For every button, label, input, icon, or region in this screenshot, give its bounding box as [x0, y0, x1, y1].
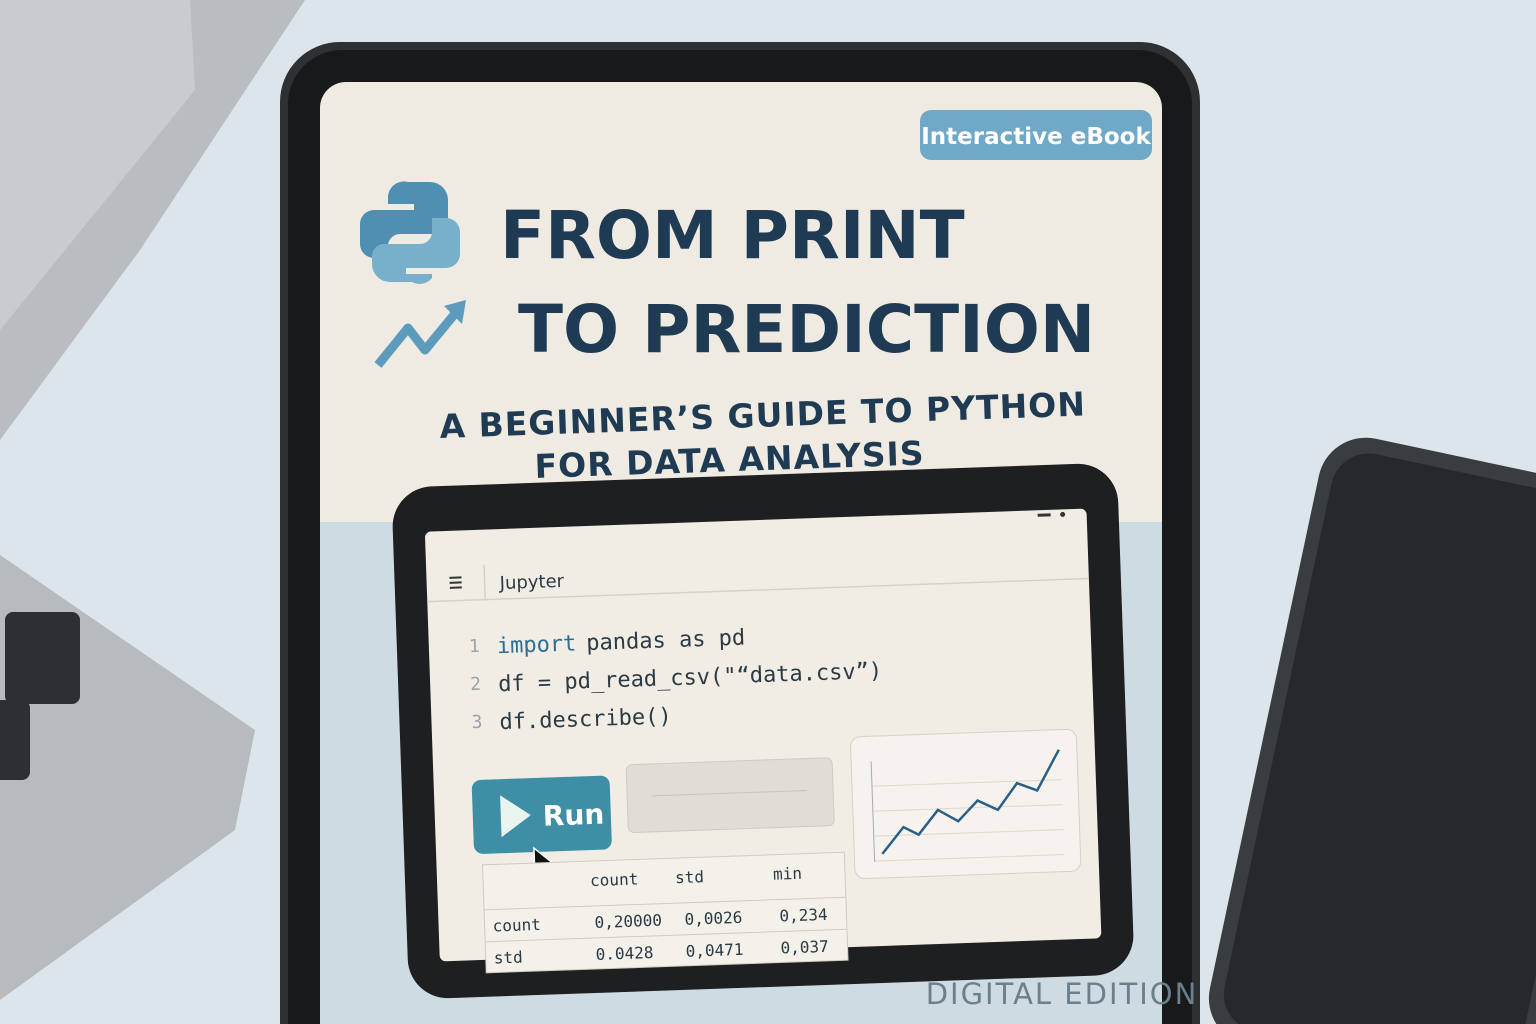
table-cell: 0,037: [780, 937, 829, 958]
code-text: pandas as pd: [586, 626, 746, 657]
table-cell: std: [493, 948, 523, 968]
key: [5, 612, 80, 704]
output-placeholder: [625, 757, 835, 834]
menu-icon: [449, 576, 462, 589]
table-cell: 0,0026: [684, 908, 742, 929]
output-table: [481, 851, 849, 974]
table-cell: 0.0428: [595, 943, 653, 964]
python-logo: [372, 218, 460, 284]
badge-text: Interactive eBook: [921, 124, 1151, 150]
line-number: 3: [471, 712, 483, 733]
table-cell: 0,20000: [594, 911, 662, 932]
key: [0, 700, 30, 780]
window-control: [1060, 511, 1066, 517]
run-label[interactable]: Run: [542, 798, 605, 833]
python-logo: [360, 181, 448, 258]
table-cell: count: [492, 915, 541, 936]
table-cell: 0,0471: [685, 940, 743, 961]
app-name: Jupyter: [498, 571, 565, 594]
chart-axis: [870, 761, 876, 863]
phone-screen: [1223, 453, 1536, 1024]
trend-arrow: [374, 307, 462, 368]
play-icon: [500, 795, 531, 838]
line-number: 2: [470, 674, 482, 695]
table-header: count: [590, 869, 639, 890]
chart-line: [881, 749, 1060, 855]
trend-arrow-head: [444, 300, 466, 324]
table-header: std: [675, 867, 705, 887]
placeholder-line: [652, 789, 808, 797]
toolbar-divider: [427, 577, 1089, 603]
table-rule: [485, 928, 847, 943]
code-keyword: import: [496, 631, 576, 659]
title-line: FROM PRINT: [500, 197, 965, 274]
chart-grid: [871, 779, 1065, 862]
code-line: import pandas as pd: [496, 626, 745, 660]
toolbar-divider: [483, 564, 486, 600]
run-button[interactable]: [471, 775, 612, 854]
trackpad: [0, 0, 195, 330]
table-rule: [484, 896, 846, 911]
badge: [920, 110, 1152, 160]
edition: DIGITAL EDITION: [926, 977, 1199, 1011]
line-number: 1: [469, 636, 481, 657]
table-cell: 0,234: [779, 905, 828, 926]
chart-panel: [850, 728, 1082, 880]
title-line: TO PREDICTION: [518, 291, 1095, 368]
code-line: df.describe(): [499, 704, 672, 735]
table-header: min: [773, 864, 803, 884]
notebook: Jupyter 1 import pandas as pd 2 df = pd_r…: [425, 508, 1102, 974]
